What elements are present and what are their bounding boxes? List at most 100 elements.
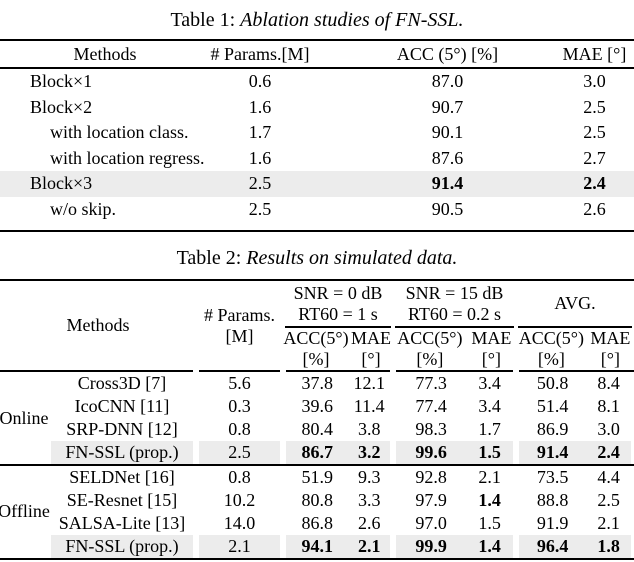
table2-header-group-snr15: SNR = 15 dB RT60 = 0.2 s ACC(5°) MAE [%]…	[393, 281, 516, 370]
acc-value: 86.7	[301, 442, 333, 462]
group-cell-box: 91.9 2.1	[519, 512, 631, 535]
table1-row: Block×2 1.6 90.7 2.5	[0, 95, 634, 121]
acc-cell: 91.4	[431, 173, 464, 194]
group-title-line1: SNR = 15 dB	[405, 282, 504, 303]
section-divider-rule	[0, 464, 634, 466]
header-rule-segment	[393, 370, 516, 372]
acc-value: 86.8	[301, 512, 333, 533]
table1-caption-prefix: Table 1:	[170, 9, 241, 31]
group-cell-box: 92.8 2.1	[396, 466, 513, 489]
group-cell: 51.4 8.1	[516, 395, 634, 418]
group-cell-box: 97.9 1.4	[396, 489, 513, 512]
mae-cell: 3.0	[583, 71, 606, 92]
group-cell: 91.9 2.1	[516, 512, 634, 535]
mae-value: 3.4	[478, 373, 501, 393]
table2-header-rule	[0, 370, 634, 372]
group-cell-box: 94.1 2.1	[286, 534, 390, 558]
acc-value: 98.3	[415, 419, 447, 439]
table2-caption-text: Results on simulated data.	[246, 247, 458, 269]
group-cell-box: 80.4 3.8	[286, 418, 390, 441]
group-title: AVG.	[516, 281, 634, 326]
mae-value: 2.1	[478, 466, 501, 487]
params-cell: 1.6	[248, 147, 272, 168]
group-cell: 91.4 2.4	[516, 441, 634, 464]
group-cell: 50.8 8.4	[516, 372, 634, 395]
method-cell: Block×2	[30, 96, 93, 117]
mae-value: 12.1	[353, 373, 385, 393]
table2-header: Methods # Params. [M] SNR = 0 dB RT60 = …	[0, 281, 634, 370]
group-cell-box: 99.6 1.5	[396, 441, 513, 464]
mae-cell: 2.7	[583, 147, 606, 168]
mae-value: 9.3	[357, 466, 381, 487]
table2-row: Cross3D [7] 5.6 37.8 12.1 77.3 3.4 50.8 8.4	[48, 372, 634, 395]
method-cell: w/o skip.	[50, 198, 117, 219]
acc-value: 39.6	[301, 396, 333, 416]
group-cmidrule	[518, 326, 632, 328]
mae-cell: 2.4	[583, 173, 606, 194]
acc-label: ACC(5°)	[397, 328, 463, 348]
header-rule-segment	[196, 370, 283, 372]
table2-header-methods: Methods	[66, 315, 130, 335]
mae-value: 2.1	[357, 535, 381, 556]
mae-value: 1.5	[478, 512, 501, 533]
group-cell-box: 73.5 4.4	[519, 466, 631, 489]
acc-value: 80.4	[301, 419, 333, 439]
section-rows: SELDNet [16] 0.8 51.9 9.3 92.8 2.1 73.5 4.4 SE-R…	[48, 466, 634, 558]
table2-row: FN-SSL (prop.) 2.1 94.1 2.1 99.9 1.4 96.4 1.8	[48, 534, 634, 558]
table2-row: SE-Resnet [15] 10.2 80.8 3.3 97.9 1.4 88.8 2.5	[48, 489, 634, 512]
method-cell-box: SELDNet [16]	[69, 466, 175, 487]
mae-value: 3.2	[357, 442, 381, 462]
method-cell-box: IcoCNN [11]	[74, 396, 170, 416]
table2-bottom-rule	[0, 557, 634, 560]
mae-cell: 2.5	[583, 122, 606, 143]
params-cell-box: 0.8	[228, 419, 251, 439]
method-cell: SE-Resnet [15]	[48, 489, 196, 512]
method-cell: with location regress.	[50, 147, 205, 168]
group-cell-box: 77.3 3.4	[396, 372, 513, 395]
acc-value: 96.4	[536, 535, 569, 556]
group-cell-box: 50.8 8.4	[519, 372, 631, 395]
acc-value: 97.0	[415, 512, 447, 533]
method-cell: with location class.	[50, 122, 189, 143]
group-cell: 37.8 12.1	[283, 372, 393, 395]
method-cell-box: FN-SSL (prop.)	[51, 534, 193, 558]
group-title: SNR = 0 dB RT60 = 1 s	[283, 281, 393, 326]
table1-row: with location regress. 1.6 87.6 2.7	[0, 146, 634, 172]
table2-body: Online Cross3D [7] 5.6 37.8 12.1 77.3 3.4 50.8 8…	[0, 372, 634, 558]
group-subheader: ACC(5°) MAE	[283, 328, 393, 350]
table2-section: Online Cross3D [7] 5.6 37.8 12.1 77.3 3.4 50.8 8…	[0, 372, 634, 464]
table2-caption-prefix: Table 2:	[176, 247, 247, 269]
group-cell: 92.8 2.1	[393, 466, 516, 489]
table1-bottom-rule	[0, 230, 634, 232]
acc-value: 99.6	[415, 442, 447, 462]
group-cell: 51.9 9.3	[283, 466, 393, 489]
group-subheader: ACC(5°) MAE	[516, 328, 634, 350]
mae-value: 2.1	[597, 512, 620, 533]
params-cell-box: 10.2	[223, 489, 256, 510]
table2-section: Offline SELDNet [16] 0.8 51.9 9.3 92.8 2.1 73.5…	[0, 466, 634, 558]
acc-cell: 90.5	[431, 198, 464, 219]
acc-value: 86.9	[536, 419, 569, 439]
acc-value: 88.8	[536, 489, 569, 510]
section-label: Online	[0, 407, 49, 428]
group-cell: 88.8 2.5	[516, 489, 634, 512]
params-cell: 2.5	[248, 198, 272, 219]
params-cell: 2.1	[196, 534, 283, 558]
table1-bottom-padding	[0, 222, 634, 230]
table1-row: Block×1 0.6 87.0 3.0	[0, 69, 634, 95]
method-cell: SELDNet [16]	[48, 466, 196, 489]
group-units: [%] [°]	[516, 349, 634, 369]
acc-label: ACC(5°)	[283, 328, 349, 348]
mae-unit: [°]	[481, 348, 501, 369]
table2-header-group-avg: AVG. ACC(5°) MAE [%] [°]	[516, 281, 634, 370]
method-cell: Block×3	[30, 173, 93, 194]
acc-value: 51.9	[301, 466, 333, 487]
method-cell-box: Cross3D [7]	[77, 373, 167, 393]
mae-value: 8.4	[597, 373, 620, 393]
group-cell-box: 86.9 3.0	[519, 418, 631, 441]
group-title: SNR = 15 dB RT60 = 0.2 s	[393, 281, 516, 326]
header-rule-segment	[0, 370, 196, 372]
group-cell: 86.7 3.2	[283, 441, 393, 464]
params-cell: 0.3	[196, 395, 283, 418]
mae-value: 2.4	[597, 442, 620, 462]
